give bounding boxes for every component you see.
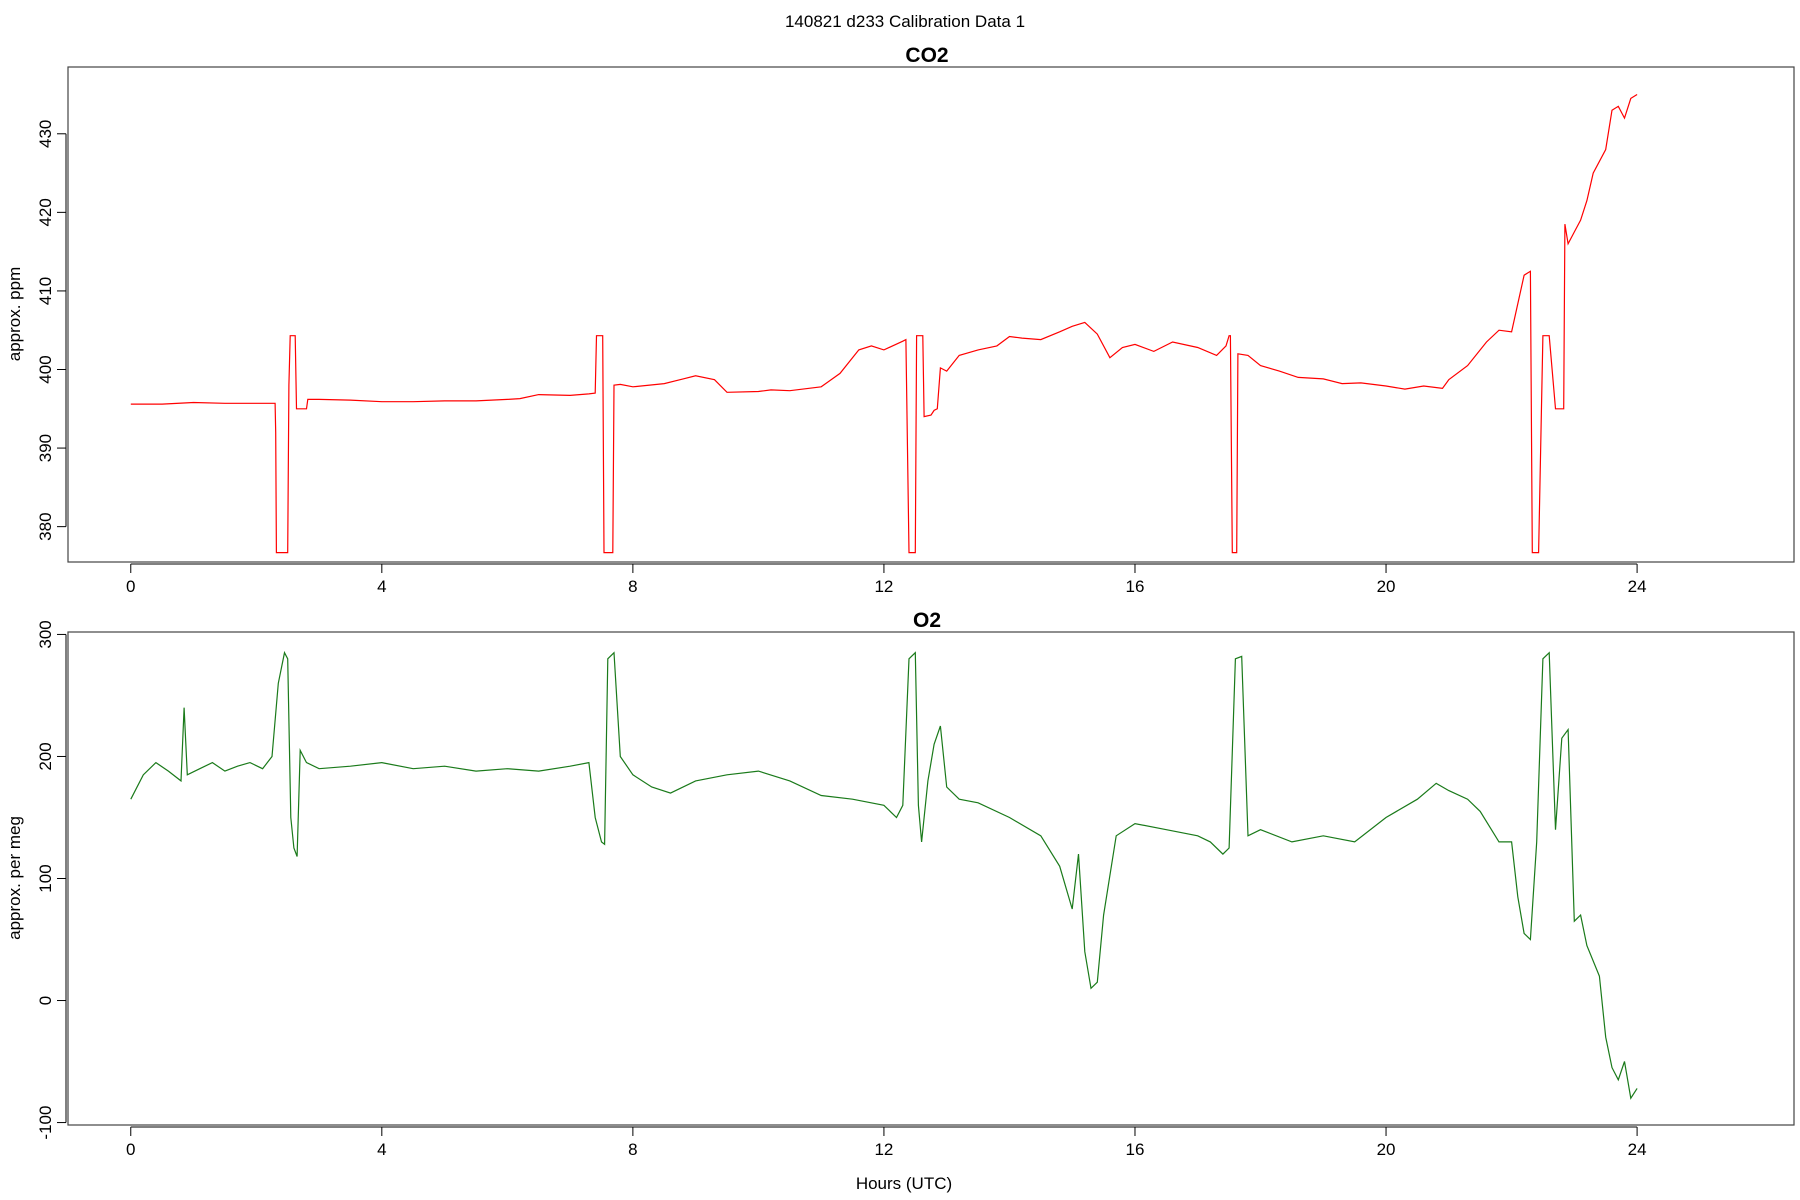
co2-y-tick-label: 430 <box>36 120 55 148</box>
co2-x-tick-label: 16 <box>1126 577 1145 596</box>
co2-plot-frame <box>67 66 1795 563</box>
o2-x-axis-label: Hours (UTC) <box>856 1174 952 1193</box>
o2-x-axis: 0 4 8 12 16 20 24 <box>126 1126 1647 1159</box>
o2-panel: O2 0 4 8 12 16 20 24 -100 0 100 200 300 approx. pe… <box>5 609 1795 1193</box>
co2-series-line <box>130 93 1638 554</box>
o2-series-line <box>130 650 1638 1100</box>
co2-y-axis: 380 390 400 410 420 430 <box>36 120 67 541</box>
co2-y-tick-label: 390 <box>36 434 55 462</box>
co2-x-tick-label: 12 <box>874 577 893 596</box>
co2-panel: CO2 0 4 8 12 16 20 24 380 390 400 410 420 430 appro… <box>5 44 1795 596</box>
o2-x-tick-label: 16 <box>1126 1140 1145 1159</box>
o2-x-tick-label: 0 <box>126 1140 135 1159</box>
co2-y-tick-label: 410 <box>36 277 55 305</box>
figure-title: 140821 d233 Calibration Data 1 <box>785 12 1025 31</box>
o2-x-tick-label: 24 <box>1628 1140 1647 1159</box>
o2-x-tick-label: 12 <box>874 1140 893 1159</box>
o2-y-tick-label: 300 <box>36 620 55 648</box>
o2-y-tick-label: 100 <box>36 864 55 892</box>
o2-y-tick-label: -100 <box>36 1106 55 1140</box>
co2-x-tick-label: 4 <box>377 577 386 596</box>
o2-y-axis-label: approx. per meg <box>5 816 24 940</box>
o2-y-tick-label: 0 <box>36 996 55 1005</box>
co2-x-tick-label: 8 <box>628 577 637 596</box>
o2-y-tick-label: 200 <box>36 742 55 770</box>
co2-x-tick-label: 0 <box>126 577 135 596</box>
o2-x-tick-label: 4 <box>377 1140 386 1159</box>
o2-x-tick-label: 8 <box>628 1140 637 1159</box>
o2-y-axis: -100 0 100 200 300 <box>36 620 67 1140</box>
o2-plot-frame <box>67 631 1795 1126</box>
co2-y-tick-label: 420 <box>36 198 55 226</box>
co2-title: CO2 <box>905 44 948 67</box>
co2-y-axis-label: approx. ppm <box>5 267 24 362</box>
co2-y-tick-label: 400 <box>36 355 55 383</box>
co2-x-axis: 0 4 8 12 16 20 24 <box>126 563 1647 596</box>
co2-y-tick-label: 380 <box>36 512 55 540</box>
o2-x-tick-label: 20 <box>1377 1140 1396 1159</box>
o2-title: O2 <box>913 609 941 632</box>
co2-x-tick-label: 24 <box>1628 577 1647 596</box>
co2-x-tick-label: 20 <box>1377 577 1396 596</box>
